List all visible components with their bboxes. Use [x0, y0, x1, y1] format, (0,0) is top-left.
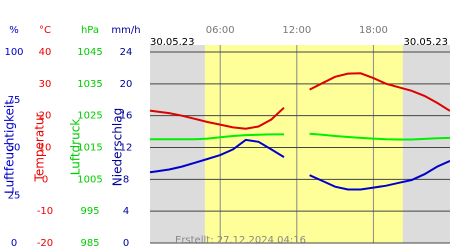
y-tick-label: 10 [39, 143, 52, 154]
x-tick-label: 18:00 [359, 25, 388, 36]
y-tick-label: 1035 [77, 79, 102, 90]
y-tick-label: 25 [8, 190, 21, 201]
axis-unit: mm/h [111, 25, 140, 36]
y-tick-label: 40 [39, 47, 52, 58]
y-tick-label: 985 [80, 238, 99, 249]
y-tick-label: 0 [42, 174, 48, 185]
end-date: 30.05.23 [403, 37, 448, 48]
axis-title: Temperatur [33, 112, 47, 182]
y-tick-label: 50 [8, 143, 21, 154]
y-tick-label: 1005 [77, 174, 102, 185]
y-tick-label: -20 [37, 238, 53, 249]
x-tick-label: 12:00 [282, 25, 311, 36]
start-date: 30.05.23 [150, 37, 195, 48]
axis-unit: % [9, 25, 19, 36]
y-tick-label: 0 [11, 238, 17, 249]
y-tick-label: 1025 [77, 111, 102, 122]
y-tick-label: 8 [123, 174, 129, 185]
y-tick-label: 0 [123, 238, 129, 249]
y-tick-label: 16 [120, 111, 133, 122]
axis-title: Luftfeuchtigkeit [3, 100, 17, 194]
y-tick-label: 75 [8, 95, 21, 106]
x-tick-label: 06:00 [206, 25, 235, 36]
y-tick-label: 1015 [77, 143, 102, 154]
series-line [149, 138, 450, 191]
axis-title: Niederschlag [111, 108, 125, 186]
y-tick-label: 100 [4, 47, 23, 58]
y-tick-label: 24 [120, 47, 133, 58]
axis-title: Luftdruck [69, 119, 83, 176]
y-tick-label: 12 [120, 143, 133, 154]
y-tick-label: 995 [80, 206, 99, 217]
y-tick-label: 20 [120, 79, 133, 90]
y-tick-label: 30 [39, 79, 52, 90]
series-line [149, 72, 450, 130]
footer: Erstellt: 27.12.2024 04:16 [175, 235, 306, 246]
series-line [150, 132, 450, 141]
axis-unit: °C [39, 25, 51, 36]
y-tick-label: -10 [37, 206, 53, 217]
y-tick-label: 1045 [77, 47, 102, 58]
y-tick-label: 20 [39, 111, 52, 122]
y-tick-label: 4 [123, 206, 129, 217]
axis-unit: hPa [81, 25, 99, 36]
daylight-band [204, 45, 403, 243]
